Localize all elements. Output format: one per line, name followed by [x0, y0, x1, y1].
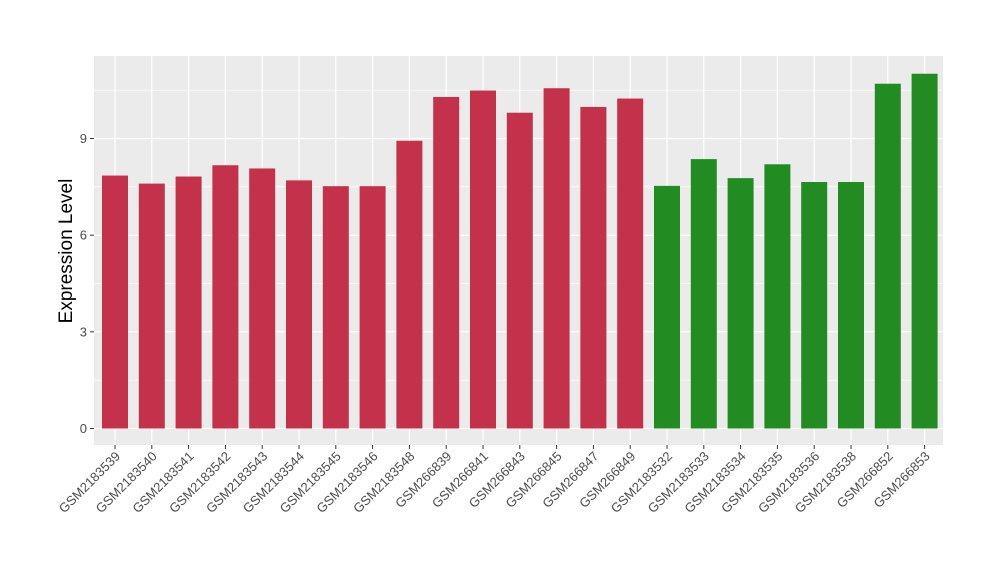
y-tick-label: 3: [80, 324, 87, 339]
bar-gsm2183539: [102, 175, 128, 429]
y-tick-label: 0: [80, 421, 87, 436]
bar-gsm2183545: [322, 186, 349, 429]
bars: [102, 73, 938, 429]
bar-gsm2183542: [212, 165, 239, 429]
y-tick-label: 6: [80, 228, 87, 243]
x-axis: GSM2183539GSM2183540GSM2183541GSM2183542…: [56, 445, 933, 516]
bar-gsm266845: [543, 88, 570, 429]
bar-gsm2183540: [138, 183, 165, 429]
bar-gsm266852: [874, 83, 901, 429]
bar-gsm266839: [433, 96, 460, 429]
bar-gsm2183538: [838, 182, 864, 429]
bar-gsm266853: [911, 73, 938, 429]
bar-gsm2183544: [286, 180, 312, 429]
bar-gsm266843: [506, 112, 533, 429]
bar-gsm2183543: [249, 168, 276, 429]
bar-gsm2183534: [727, 178, 754, 429]
bar-gsm266849: [617, 98, 644, 429]
y-tick-label: 9: [80, 131, 87, 146]
bar-gsm2183535: [764, 164, 791, 429]
bar-gsm266847: [580, 106, 607, 429]
bar-gsm2183546: [359, 186, 386, 429]
bar-gsm2183548: [396, 140, 423, 429]
y-axis: 0 3 6 9: [80, 131, 94, 436]
bar-gsm266841: [470, 90, 496, 429]
bar-gsm2183541: [175, 176, 202, 429]
y-axis-label: Expression Level: [56, 179, 77, 324]
bar-gsm2183533: [690, 159, 717, 429]
bar-gsm2183536: [801, 182, 828, 429]
bar-gsm2183532: [654, 185, 680, 429]
